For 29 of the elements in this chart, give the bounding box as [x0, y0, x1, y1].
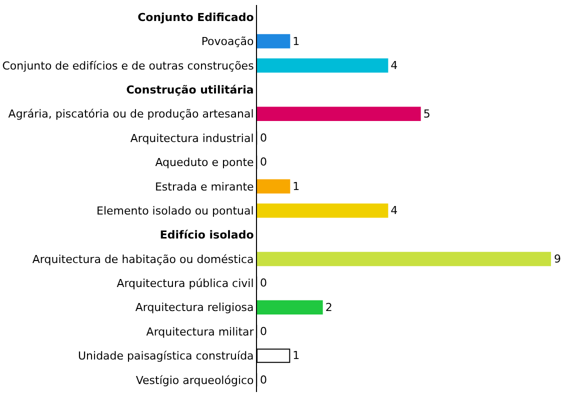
data-label: 1	[292, 349, 300, 362]
y-tick-label: Arquitectura industrial	[130, 132, 254, 145]
data-label: 1	[292, 180, 300, 193]
y-tick-label: Edifício isolado	[160, 228, 254, 242]
data-label: 0	[260, 132, 267, 145]
data-label: 2	[325, 300, 332, 314]
y-tick-label: Vestígio arqueológico	[136, 374, 254, 387]
data-label: 0	[260, 276, 267, 290]
data-label: 0	[260, 156, 267, 169]
y-tick-label: Conjunto Edificado	[138, 10, 254, 24]
y-tick-label: Estrada e mirante	[154, 180, 254, 194]
y-tick-label: Construção utilitária	[126, 84, 254, 97]
data-label: 1	[292, 34, 300, 48]
y-tick-label: Unidade paisagística construída	[78, 350, 254, 363]
data-label: 4	[390, 204, 398, 218]
data-label: 0	[260, 373, 267, 386]
y-tick-label: Agrária, piscatória ou de produção artesanal	[8, 108, 254, 121]
y-tick-label: Elemento isolado ou pontual	[96, 204, 254, 218]
data-label: 5	[423, 107, 430, 120]
data-label: 9	[554, 252, 561, 266]
data-label: 0	[260, 325, 267, 338]
data-label: 4	[390, 58, 398, 72]
y-tick-label: Aqueduto e ponte	[155, 156, 254, 170]
y-tick-label: Povoação	[201, 35, 254, 48]
y-tick-label: Arquitectura religiosa	[135, 301, 254, 314]
y-tick-label: Arquitectura pública civil	[116, 277, 254, 290]
y-tick-label: Arquitectura de habitação ou doméstica	[32, 252, 254, 266]
y-tick-label: Conjunto de edifícios e de outras construções	[2, 59, 254, 72]
y-tick-label: Arquitectura militar	[146, 325, 254, 338]
